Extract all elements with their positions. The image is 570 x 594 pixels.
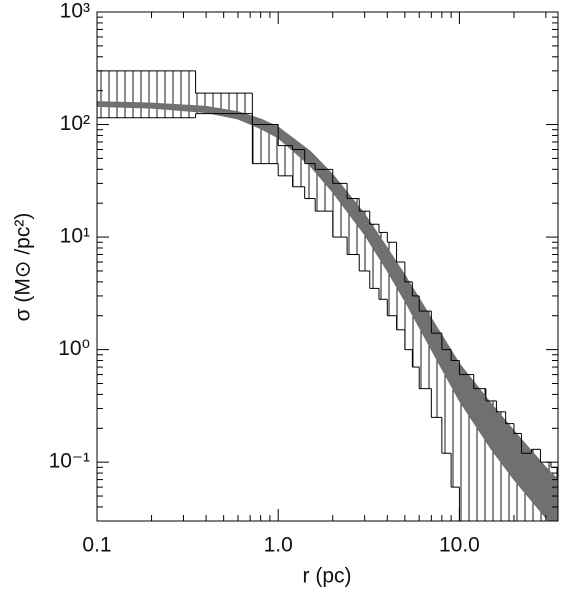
x-tick-label: 0.1 bbox=[82, 534, 111, 557]
plot-area bbox=[97, 70, 558, 521]
x-tick-label: 1.0 bbox=[264, 534, 293, 557]
y-tick-label: 10³ bbox=[60, 0, 90, 23]
hatched-range bbox=[97, 70, 558, 521]
plot-frame bbox=[96, 11, 559, 522]
y-tick-label: 10⁻¹ bbox=[49, 450, 90, 473]
model-band-edge bbox=[97, 101, 558, 480]
model-band-edge bbox=[97, 105, 550, 521]
y-tick-label: 10² bbox=[60, 112, 90, 135]
x-axis-label: r (pc) bbox=[303, 565, 352, 588]
y-tick-label: 10⁰ bbox=[58, 337, 90, 360]
y-tick-label: 10¹ bbox=[60, 225, 90, 248]
x-tick-label: 10.0 bbox=[439, 534, 480, 557]
y-axis-label: σ (M⊙ /pc²) bbox=[12, 213, 35, 322]
